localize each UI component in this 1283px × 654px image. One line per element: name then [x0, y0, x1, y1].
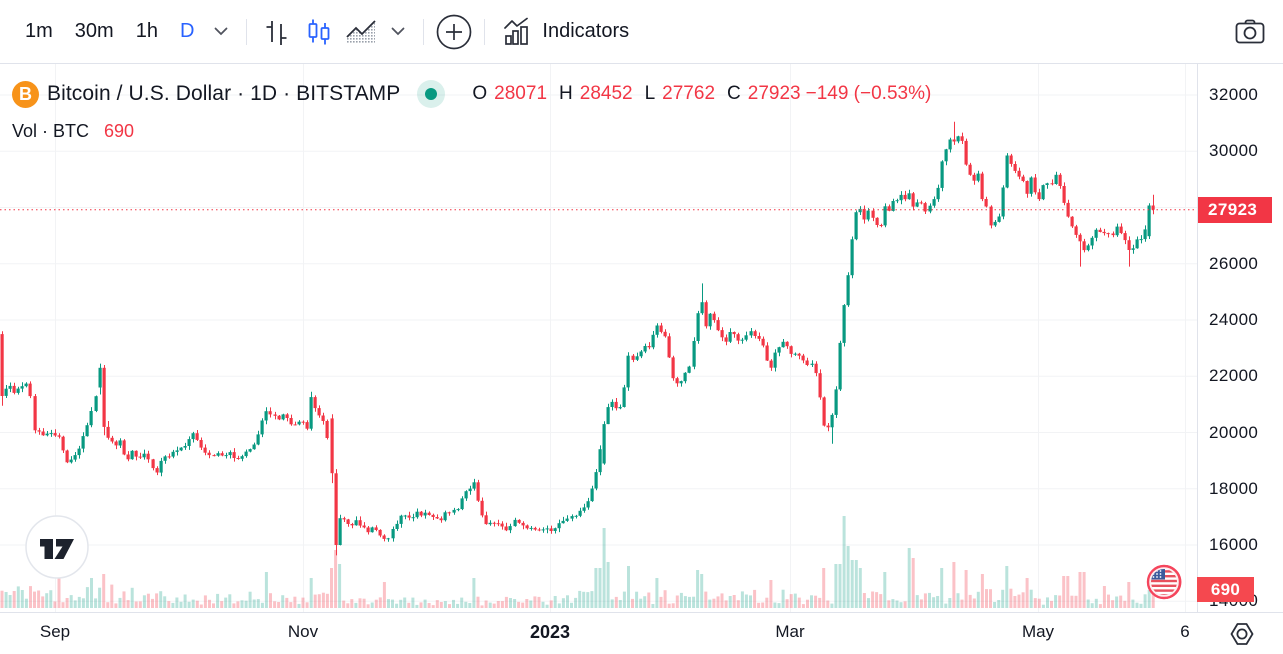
price-tick: 24000 — [1209, 310, 1259, 329]
volume-study-value: 690 — [104, 121, 135, 141]
volume-bars — [0, 516, 1155, 608]
volume-value-badge: 690 — [1197, 577, 1254, 602]
ohlc-values: O 28071 H 28452 L 27762 C 27923 — [472, 83, 805, 105]
style-chevron-down-icon[interactable] — [391, 27, 405, 36]
chart-pane[interactable]: B Bitcoin / U.S. Dollar · 1D · BITSTAMP … — [0, 64, 1197, 612]
camera-snapshot-button[interactable] — [1229, 11, 1271, 53]
price-tick: 32000 — [1209, 85, 1259, 104]
ohlc-value: 28071 — [494, 83, 548, 104]
price-tick: 30000 — [1209, 141, 1259, 161]
price-tick: 16000 — [1209, 535, 1259, 554]
price-tick: 26000 — [1209, 253, 1259, 273]
interval-button-30m[interactable]: 30m — [74, 20, 114, 42]
indicators-button[interactable]: Indicators — [494, 11, 637, 53]
ohlc-key: L — [644, 83, 656, 104]
settings-gear-icon[interactable] — [1227, 619, 1257, 654]
chart-legend: B Bitcoin / U.S. Dollar · 1D · BITSTAMP … — [12, 80, 931, 142]
time-tick: May — [1021, 622, 1055, 641]
interval-button-D[interactable]: D — [179, 20, 195, 42]
market-status-button[interactable] — [417, 80, 446, 108]
candles — [0, 121, 1155, 556]
price-axis[interactable]: 32000 30000 26000 24000 22000 20000 18000 16000… — [1197, 64, 1283, 612]
tradingview-logo[interactable] — [25, 515, 89, 579]
chart-toolbar: 1m 30m 1h D Indicators — [0, 0, 1283, 64]
toolbar-separator — [246, 18, 248, 45]
time-tick: Sep — [39, 622, 71, 641]
market-open-dot-icon — [425, 88, 438, 100]
ohlc-value: 27762 — [662, 83, 716, 104]
ohlc-key: O — [472, 83, 488, 104]
ohlc-key: H — [559, 83, 573, 104]
time-axis[interactable]: Sep Nov 2023 Mar May 6 — [0, 612, 1283, 653]
time-tick: Nov — [287, 622, 319, 641]
compare-add-icon[interactable] — [433, 11, 475, 53]
toolbar-separator — [423, 18, 425, 45]
time-tick: Mar — [775, 622, 805, 641]
ohlc-value: 28452 — [579, 83, 633, 104]
indicators-label: Indicators — [542, 20, 630, 42]
price-tick: 18000 — [1209, 478, 1259, 498]
interval-group: 1m 30m 1h D — [14, 12, 205, 52]
bar-style-icon[interactable] — [256, 11, 298, 53]
bitcoin-icon: B — [12, 80, 39, 108]
interval-button-1m[interactable]: 1m — [25, 20, 53, 42]
candlestick-style-icon[interactable] — [298, 11, 340, 53]
interval-chevron-down-icon[interactable] — [214, 27, 228, 36]
candlestick-plot[interactable] — [0, 64, 1197, 612]
last-price-badge: 27923 — [1198, 196, 1272, 223]
price-change: −149 (−0.53%) — [805, 83, 932, 104]
toolbar-separator — [484, 18, 486, 45]
interval-button-1h[interactable]: 1h — [135, 20, 158, 42]
price-tick: 22000 — [1209, 366, 1259, 386]
ohlc-key: C — [727, 83, 741, 104]
symbol-title[interactable]: Bitcoin / U.S. Dollar · 1D · BITSTAMP — [47, 82, 401, 105]
price-tick: 20000 — [1209, 422, 1259, 442]
us-flag-icon[interactable] — [1145, 561, 1187, 603]
time-tick: 2023 — [529, 622, 571, 642]
area-style-icon[interactable] — [340, 11, 382, 53]
gridlines — [0, 64, 1197, 612]
time-tick: 6 — [1180, 622, 1190, 641]
indicators-icon — [504, 17, 529, 45]
ohlc-value: 27923 — [747, 83, 801, 104]
volume-study-label: Vol · BTC — [12, 121, 90, 141]
